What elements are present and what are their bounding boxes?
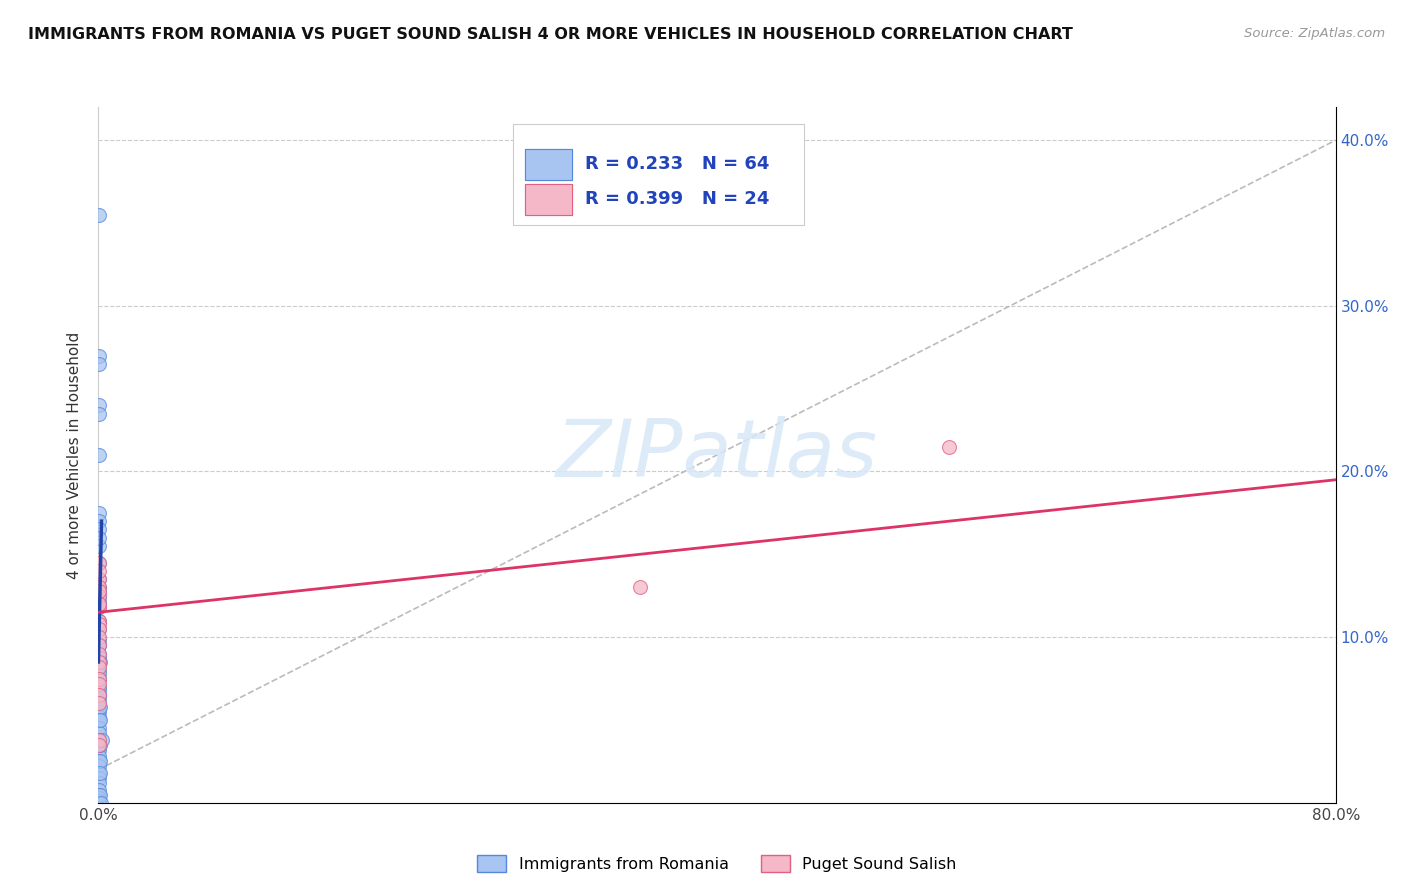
Point [87,655,110,669]
Point [87,622,110,636]
Point [89,697,111,711]
Point [87,672,110,686]
Point [87,514,110,528]
Point [87,721,110,735]
Point [87,589,110,603]
Point [87,663,110,677]
Point [89,732,111,747]
Point [87,713,110,727]
Point [87,398,110,412]
Point [89,655,111,669]
Point [87,680,110,694]
Point [89,688,111,702]
Point [87,581,110,595]
Point [89,766,111,780]
Point [87,732,110,747]
Point [90,796,112,810]
Text: R = 0.233   N = 64: R = 0.233 N = 64 [585,155,769,173]
Point [90,732,112,747]
Point [89,564,111,578]
Point [89,755,111,769]
Point [87,766,110,780]
FancyBboxPatch shape [526,184,572,215]
Point [87,589,110,603]
Text: IMMIGRANTS FROM ROMANIA VS PUGET SOUND SALISH 4 OR MORE VEHICLES IN HOUSEHOLD CO: IMMIGRANTS FROM ROMANIA VS PUGET SOUND S… [28,27,1073,42]
Point [87,539,110,553]
FancyBboxPatch shape [513,124,804,226]
Point [87,531,110,545]
Point [87,759,110,773]
Point [87,782,110,797]
Point [87,650,110,665]
Point [87,788,110,802]
Point [87,614,110,628]
Text: Source: ZipAtlas.com: Source: ZipAtlas.com [1244,27,1385,40]
Point [87,683,110,698]
Point [87,593,110,607]
Point [87,738,110,752]
Point [89,713,111,727]
Point [87,647,110,661]
Point [87,755,110,769]
Point [87,208,110,222]
Point [89,738,111,752]
Point [87,693,110,707]
Point [87,709,110,723]
Point [87,600,110,615]
Point [87,776,110,790]
Y-axis label: 4 or more Vehicles in Household: 4 or more Vehicles in Household [67,331,83,579]
Point [87,633,110,648]
Point [938,440,960,454]
Point [87,688,110,702]
Legend: Immigrants from Romania, Puget Sound Salish: Immigrants from Romania, Puget Sound Sal… [471,849,963,879]
Text: ZIPatlas: ZIPatlas [555,416,879,494]
Point [87,790,110,805]
Point [87,705,110,719]
Point [87,672,110,686]
Point [87,660,110,674]
Point [87,581,110,595]
Point [87,688,110,702]
Point [87,639,110,653]
Point [87,666,110,681]
Point [89,788,111,802]
Point [87,448,110,462]
Point [89,407,111,421]
Point [87,749,110,764]
Point [89,699,111,714]
Point [87,616,110,631]
Point [89,523,111,537]
Point [87,639,110,653]
Text: R = 0.399   N = 24: R = 0.399 N = 24 [585,190,769,208]
Point [87,796,110,810]
Point [87,597,110,611]
Point [87,647,110,661]
Point [87,600,110,615]
Point [87,583,110,598]
Point [87,743,110,757]
Point [87,655,110,669]
Point [87,794,110,808]
Point [89,738,111,752]
Point [87,349,110,363]
Point [87,614,110,628]
Point [87,506,110,520]
Point [89,639,111,653]
Point [87,597,110,611]
Point [87,622,110,636]
Point [87,583,110,598]
Point [87,676,110,690]
Point [87,556,110,570]
Point [87,556,110,570]
Point [87,699,110,714]
Point [89,357,111,371]
FancyBboxPatch shape [526,149,572,180]
Point [87,771,110,785]
Point [87,630,110,644]
Point [628,581,651,595]
Point [87,572,110,586]
Point [87,572,110,586]
Point [87,726,110,740]
